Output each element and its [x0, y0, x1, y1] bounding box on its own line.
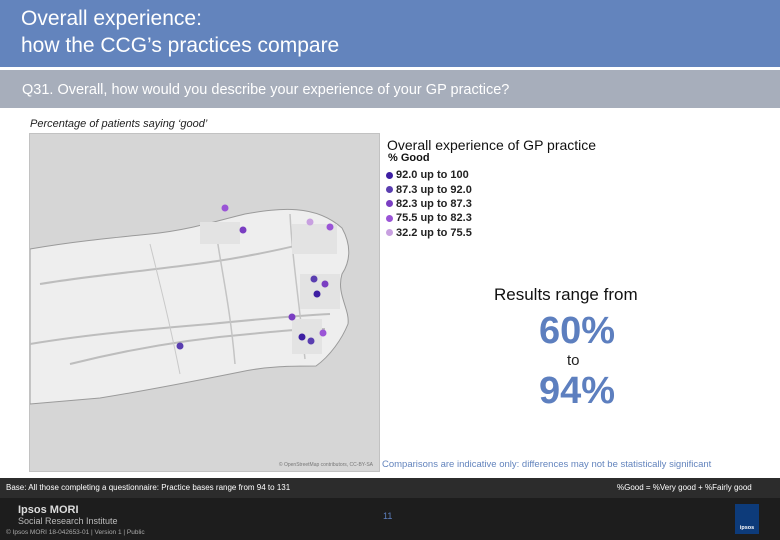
footer: Ipsos MORI Social Research Institute © I… [0, 498, 780, 540]
legend-dot [386, 214, 393, 222]
legend-subtitle: % Good [388, 152, 430, 164]
legend-item: 82.3 up to 87.3 [386, 197, 472, 211]
page-title-line1: Overall experience: [21, 7, 202, 30]
brand-name: Ipsos MORI [18, 504, 79, 516]
ipsos-logo-icon: ipsos [735, 504, 759, 534]
results-low: 60% [538, 310, 616, 352]
legend-dot [386, 200, 393, 208]
map-credit: © OpenStreetMap contributors, CC-BY-SA [278, 462, 373, 468]
brand-division: Social Research Institute [18, 516, 118, 526]
legend-item: 92.0 up to 100 [386, 168, 472, 182]
question-bar: Q31. Overall, how would you describe you… [0, 70, 780, 108]
results-intro: Results range from [494, 285, 638, 304]
practice-map[interactable]: © OpenStreetMap contributors, CC-BY-SA [29, 133, 380, 472]
question-text: Q31. Overall, how would you describe you… [22, 82, 510, 98]
map-graphic [30, 134, 379, 471]
legend: 92.0 up to 100 87.3 up to 92.0 82.3 up t… [386, 168, 472, 240]
legend-item: 32.2 up to 75.5 [386, 226, 472, 240]
results-connector: to [567, 352, 580, 369]
legend-dot [386, 171, 393, 179]
comparison-note: Comparisons are indicative only: differe… [382, 459, 712, 470]
legend-dot [386, 229, 393, 237]
page-title-line2: how the CCG’s practices compare [21, 34, 340, 57]
legend-item: 75.5 up to 82.3 [386, 211, 472, 225]
base-text: Base: All those completing a questionnai… [6, 483, 291, 492]
page-number: 11 [383, 511, 393, 521]
copyright: © Ipsos MORI 18-042653-01 | Version 1 | … [6, 529, 145, 536]
results-high: 94% [538, 370, 616, 412]
legend-title: Overall experience of GP practice [387, 137, 597, 153]
legend-dot [386, 186, 393, 194]
title-bar: Overall experience: how the CCG’s practi… [0, 0, 780, 67]
base-bar: Base: All those completing a questionnai… [0, 478, 780, 498]
map-subtitle: Percentage of patients saying ‘good’ [30, 118, 208, 130]
definition-text: %Good = %Very good + %Fairly good [617, 483, 752, 492]
legend-item: 87.3 up to 92.0 [386, 182, 472, 196]
